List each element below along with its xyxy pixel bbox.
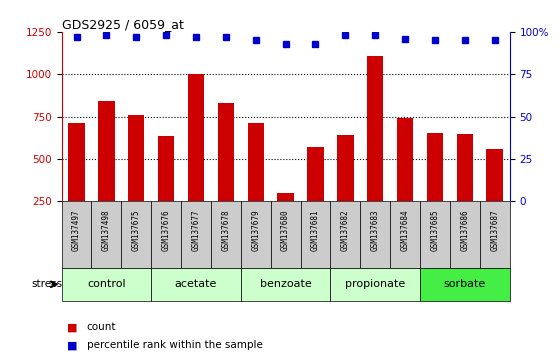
Text: benzoate: benzoate bbox=[260, 279, 311, 289]
Text: GSM137497: GSM137497 bbox=[72, 210, 81, 251]
Text: control: control bbox=[87, 279, 125, 289]
FancyBboxPatch shape bbox=[301, 201, 330, 268]
Bar bbox=[188, 74, 204, 201]
Text: GSM137685: GSM137685 bbox=[431, 210, 440, 251]
Bar bbox=[277, 193, 294, 201]
Bar bbox=[307, 147, 324, 201]
Text: GSM137680: GSM137680 bbox=[281, 210, 290, 251]
Bar bbox=[427, 133, 443, 201]
Bar bbox=[397, 118, 413, 201]
Bar bbox=[367, 56, 384, 201]
FancyBboxPatch shape bbox=[151, 201, 181, 268]
Text: GSM137676: GSM137676 bbox=[162, 210, 171, 251]
Bar bbox=[128, 115, 144, 201]
Text: GSM137686: GSM137686 bbox=[460, 210, 469, 251]
Text: GSM137687: GSM137687 bbox=[490, 210, 499, 251]
FancyBboxPatch shape bbox=[211, 201, 241, 268]
Bar bbox=[487, 149, 503, 201]
Text: percentile rank within the sample: percentile rank within the sample bbox=[87, 340, 263, 350]
FancyBboxPatch shape bbox=[62, 268, 151, 301]
Text: sorbate: sorbate bbox=[444, 279, 486, 289]
FancyBboxPatch shape bbox=[62, 201, 91, 268]
Text: GSM137681: GSM137681 bbox=[311, 210, 320, 251]
Text: GSM137678: GSM137678 bbox=[221, 210, 230, 251]
FancyBboxPatch shape bbox=[450, 201, 480, 268]
Bar bbox=[68, 123, 85, 201]
FancyBboxPatch shape bbox=[360, 201, 390, 268]
Bar bbox=[98, 101, 115, 201]
FancyBboxPatch shape bbox=[241, 268, 330, 301]
Text: GSM137683: GSM137683 bbox=[371, 210, 380, 251]
FancyBboxPatch shape bbox=[91, 201, 122, 268]
FancyBboxPatch shape bbox=[122, 201, 151, 268]
Text: count: count bbox=[87, 322, 116, 332]
FancyBboxPatch shape bbox=[151, 268, 241, 301]
Bar bbox=[248, 123, 264, 201]
Text: GSM137677: GSM137677 bbox=[192, 210, 200, 251]
FancyBboxPatch shape bbox=[420, 201, 450, 268]
Text: ■: ■ bbox=[67, 340, 78, 350]
Text: acetate: acetate bbox=[175, 279, 217, 289]
Text: propionate: propionate bbox=[345, 279, 405, 289]
Text: ■: ■ bbox=[67, 322, 78, 332]
Bar bbox=[456, 134, 473, 201]
FancyBboxPatch shape bbox=[241, 201, 270, 268]
Text: GSM137679: GSM137679 bbox=[251, 210, 260, 251]
Text: GSM137684: GSM137684 bbox=[400, 210, 409, 251]
FancyBboxPatch shape bbox=[181, 201, 211, 268]
FancyBboxPatch shape bbox=[420, 268, 510, 301]
Text: GSM137675: GSM137675 bbox=[132, 210, 141, 251]
FancyBboxPatch shape bbox=[480, 201, 510, 268]
Bar bbox=[218, 103, 234, 201]
Text: stress: stress bbox=[31, 279, 62, 289]
FancyBboxPatch shape bbox=[330, 201, 360, 268]
Text: GSM137498: GSM137498 bbox=[102, 210, 111, 251]
Bar bbox=[158, 136, 174, 201]
Text: GDS2925 / 6059_at: GDS2925 / 6059_at bbox=[62, 18, 184, 31]
FancyBboxPatch shape bbox=[390, 201, 420, 268]
Bar bbox=[337, 135, 353, 201]
Text: GSM137682: GSM137682 bbox=[341, 210, 350, 251]
FancyBboxPatch shape bbox=[330, 268, 420, 301]
FancyBboxPatch shape bbox=[270, 201, 301, 268]
